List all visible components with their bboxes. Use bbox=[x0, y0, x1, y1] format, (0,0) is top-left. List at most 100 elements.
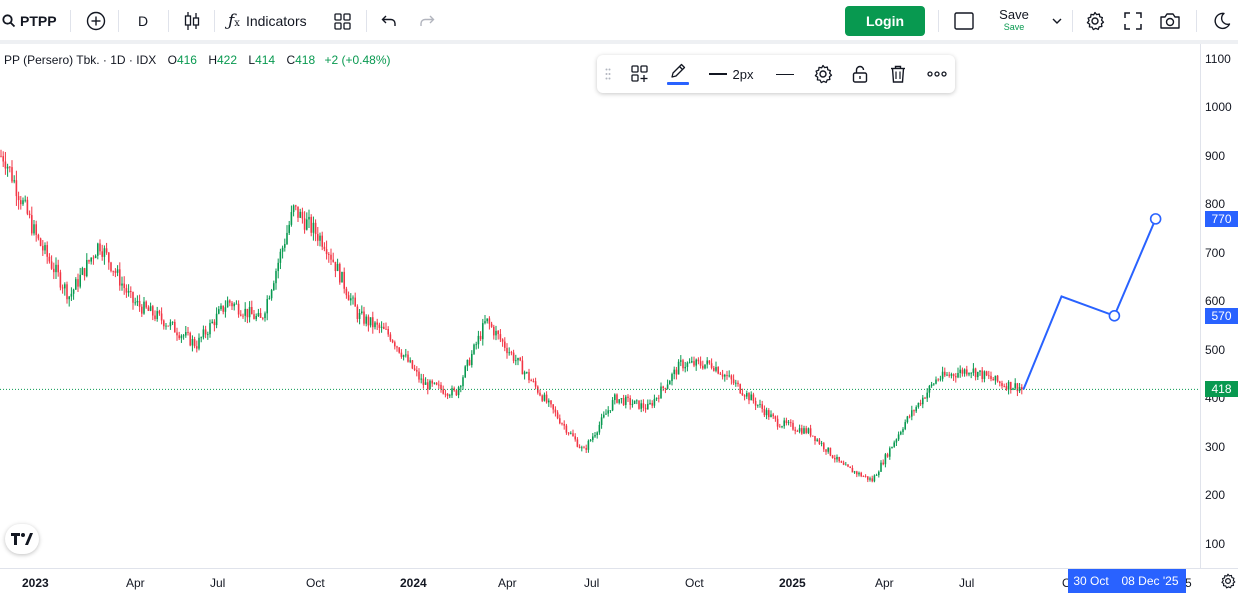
time-tick-label: Apr bbox=[126, 576, 145, 590]
candle-body bbox=[873, 475, 876, 482]
drawing-handle[interactable] bbox=[1149, 213, 1162, 225]
compare-button[interactable] bbox=[84, 0, 108, 42]
candle-body bbox=[704, 364, 706, 369]
chart-canvas[interactable] bbox=[0, 44, 1200, 568]
candle-body bbox=[125, 288, 128, 293]
indicators-button[interactable]: ƒx Indicators bbox=[228, 0, 318, 42]
candle-body bbox=[4, 161, 7, 169]
price-axis[interactable]: 1100 1000 900 800 700 600 500 400 300 200 100 bbox=[1200, 44, 1238, 568]
candle-body bbox=[983, 371, 986, 380]
time-axis[interactable]: '25OctJulApr2025OctJulApr2024OctJulApr20… bbox=[0, 568, 1238, 595]
candle-body bbox=[893, 442, 895, 447]
redo-button[interactable] bbox=[416, 0, 438, 42]
time-tick-label: Oct bbox=[685, 576, 704, 590]
line-width-button[interactable]: 2px bbox=[703, 55, 759, 93]
candle-body bbox=[332, 259, 334, 262]
candle-body bbox=[783, 420, 785, 427]
drawing-handle[interactable] bbox=[1108, 309, 1121, 322]
candle-body bbox=[325, 249, 328, 255]
candle-body bbox=[394, 342, 396, 347]
tradingview-logo[interactable] bbox=[5, 524, 39, 554]
candle-body bbox=[576, 439, 579, 447]
save-button[interactable]: Save Save bbox=[990, 0, 1038, 42]
axis-settings-button[interactable] bbox=[1220, 573, 1236, 594]
candle-body bbox=[141, 306, 143, 314]
candle-body bbox=[347, 295, 350, 301]
templates-button[interactable] bbox=[627, 55, 653, 93]
candle-body bbox=[803, 428, 805, 434]
candle-body bbox=[728, 375, 730, 377]
save-menu-button[interactable] bbox=[1049, 0, 1065, 42]
candle-body bbox=[284, 244, 286, 248]
candle-body bbox=[735, 382, 737, 384]
candle-body bbox=[891, 446, 893, 449]
candle-body bbox=[772, 414, 774, 417]
candle-body bbox=[908, 416, 911, 418]
candle-body bbox=[831, 455, 834, 459]
theme-toggle-button[interactable] bbox=[1210, 0, 1234, 42]
symbol-search-button[interactable]: PTPP bbox=[2, 0, 64, 42]
candle-body bbox=[435, 382, 438, 385]
layouts-button[interactable] bbox=[330, 0, 354, 42]
drawing-settings-button[interactable] bbox=[811, 55, 835, 93]
candle-body bbox=[336, 263, 339, 272]
candle-body bbox=[906, 416, 909, 423]
candle-body bbox=[990, 375, 992, 380]
candle-body bbox=[152, 306, 154, 316]
line-color-button[interactable] bbox=[665, 55, 691, 93]
candle-body bbox=[37, 234, 40, 239]
candle-body bbox=[781, 426, 783, 428]
candle-body bbox=[391, 340, 394, 343]
candle-body bbox=[992, 379, 994, 381]
candle-body bbox=[334, 261, 337, 272]
candle-body bbox=[1012, 388, 1014, 390]
line-style-button[interactable] bbox=[773, 55, 797, 93]
candle-body bbox=[75, 279, 77, 290]
candle-body bbox=[499, 334, 502, 340]
candle-body bbox=[413, 368, 416, 370]
candle-body bbox=[460, 386, 462, 388]
delete-button[interactable] bbox=[887, 55, 909, 93]
snapshot-button[interactable] bbox=[1157, 0, 1183, 42]
candle-body bbox=[92, 257, 95, 259]
candle-body bbox=[574, 436, 576, 440]
candle-body bbox=[176, 332, 178, 336]
candle-body bbox=[308, 216, 310, 220]
candle-body bbox=[737, 382, 739, 385]
candle-body bbox=[169, 322, 172, 327]
time-tick-label: Apr bbox=[498, 576, 517, 590]
candle-body bbox=[699, 361, 702, 366]
candle-body bbox=[108, 252, 110, 263]
candle-body bbox=[211, 321, 213, 324]
candle-body bbox=[444, 393, 447, 395]
candle-body bbox=[350, 298, 352, 301]
toolbar-divider bbox=[168, 10, 169, 32]
candle-body bbox=[484, 321, 486, 324]
interval-button[interactable]: D bbox=[137, 13, 149, 29]
candle-body bbox=[981, 370, 983, 380]
candle-body bbox=[534, 381, 537, 387]
candle-body bbox=[985, 371, 988, 376]
drag-handle[interactable] bbox=[601, 55, 615, 93]
fullscreen-button[interactable] bbox=[1121, 0, 1145, 42]
trend-drawing[interactable] bbox=[1022, 218, 1157, 390]
candle-body bbox=[22, 200, 24, 205]
settings-button[interactable] bbox=[1083, 0, 1107, 42]
candle-body bbox=[138, 300, 141, 307]
login-button[interactable]: Login bbox=[845, 6, 925, 36]
layout-toggle-button[interactable] bbox=[952, 0, 976, 42]
candle-body bbox=[950, 374, 953, 376]
candle-body bbox=[116, 269, 119, 273]
candle-body bbox=[567, 432, 570, 434]
candle-body bbox=[0, 155, 2, 157]
candle-body bbox=[765, 410, 768, 416]
more-button[interactable] bbox=[925, 55, 949, 93]
candle-body bbox=[944, 371, 946, 376]
candle-body bbox=[673, 369, 675, 375]
candle-body bbox=[585, 447, 587, 450]
candle-body bbox=[328, 254, 330, 255]
lock-button[interactable] bbox=[849, 55, 871, 93]
candle-body bbox=[39, 238, 42, 246]
chart-type-button[interactable] bbox=[180, 0, 204, 42]
undo-button[interactable] bbox=[378, 0, 400, 42]
